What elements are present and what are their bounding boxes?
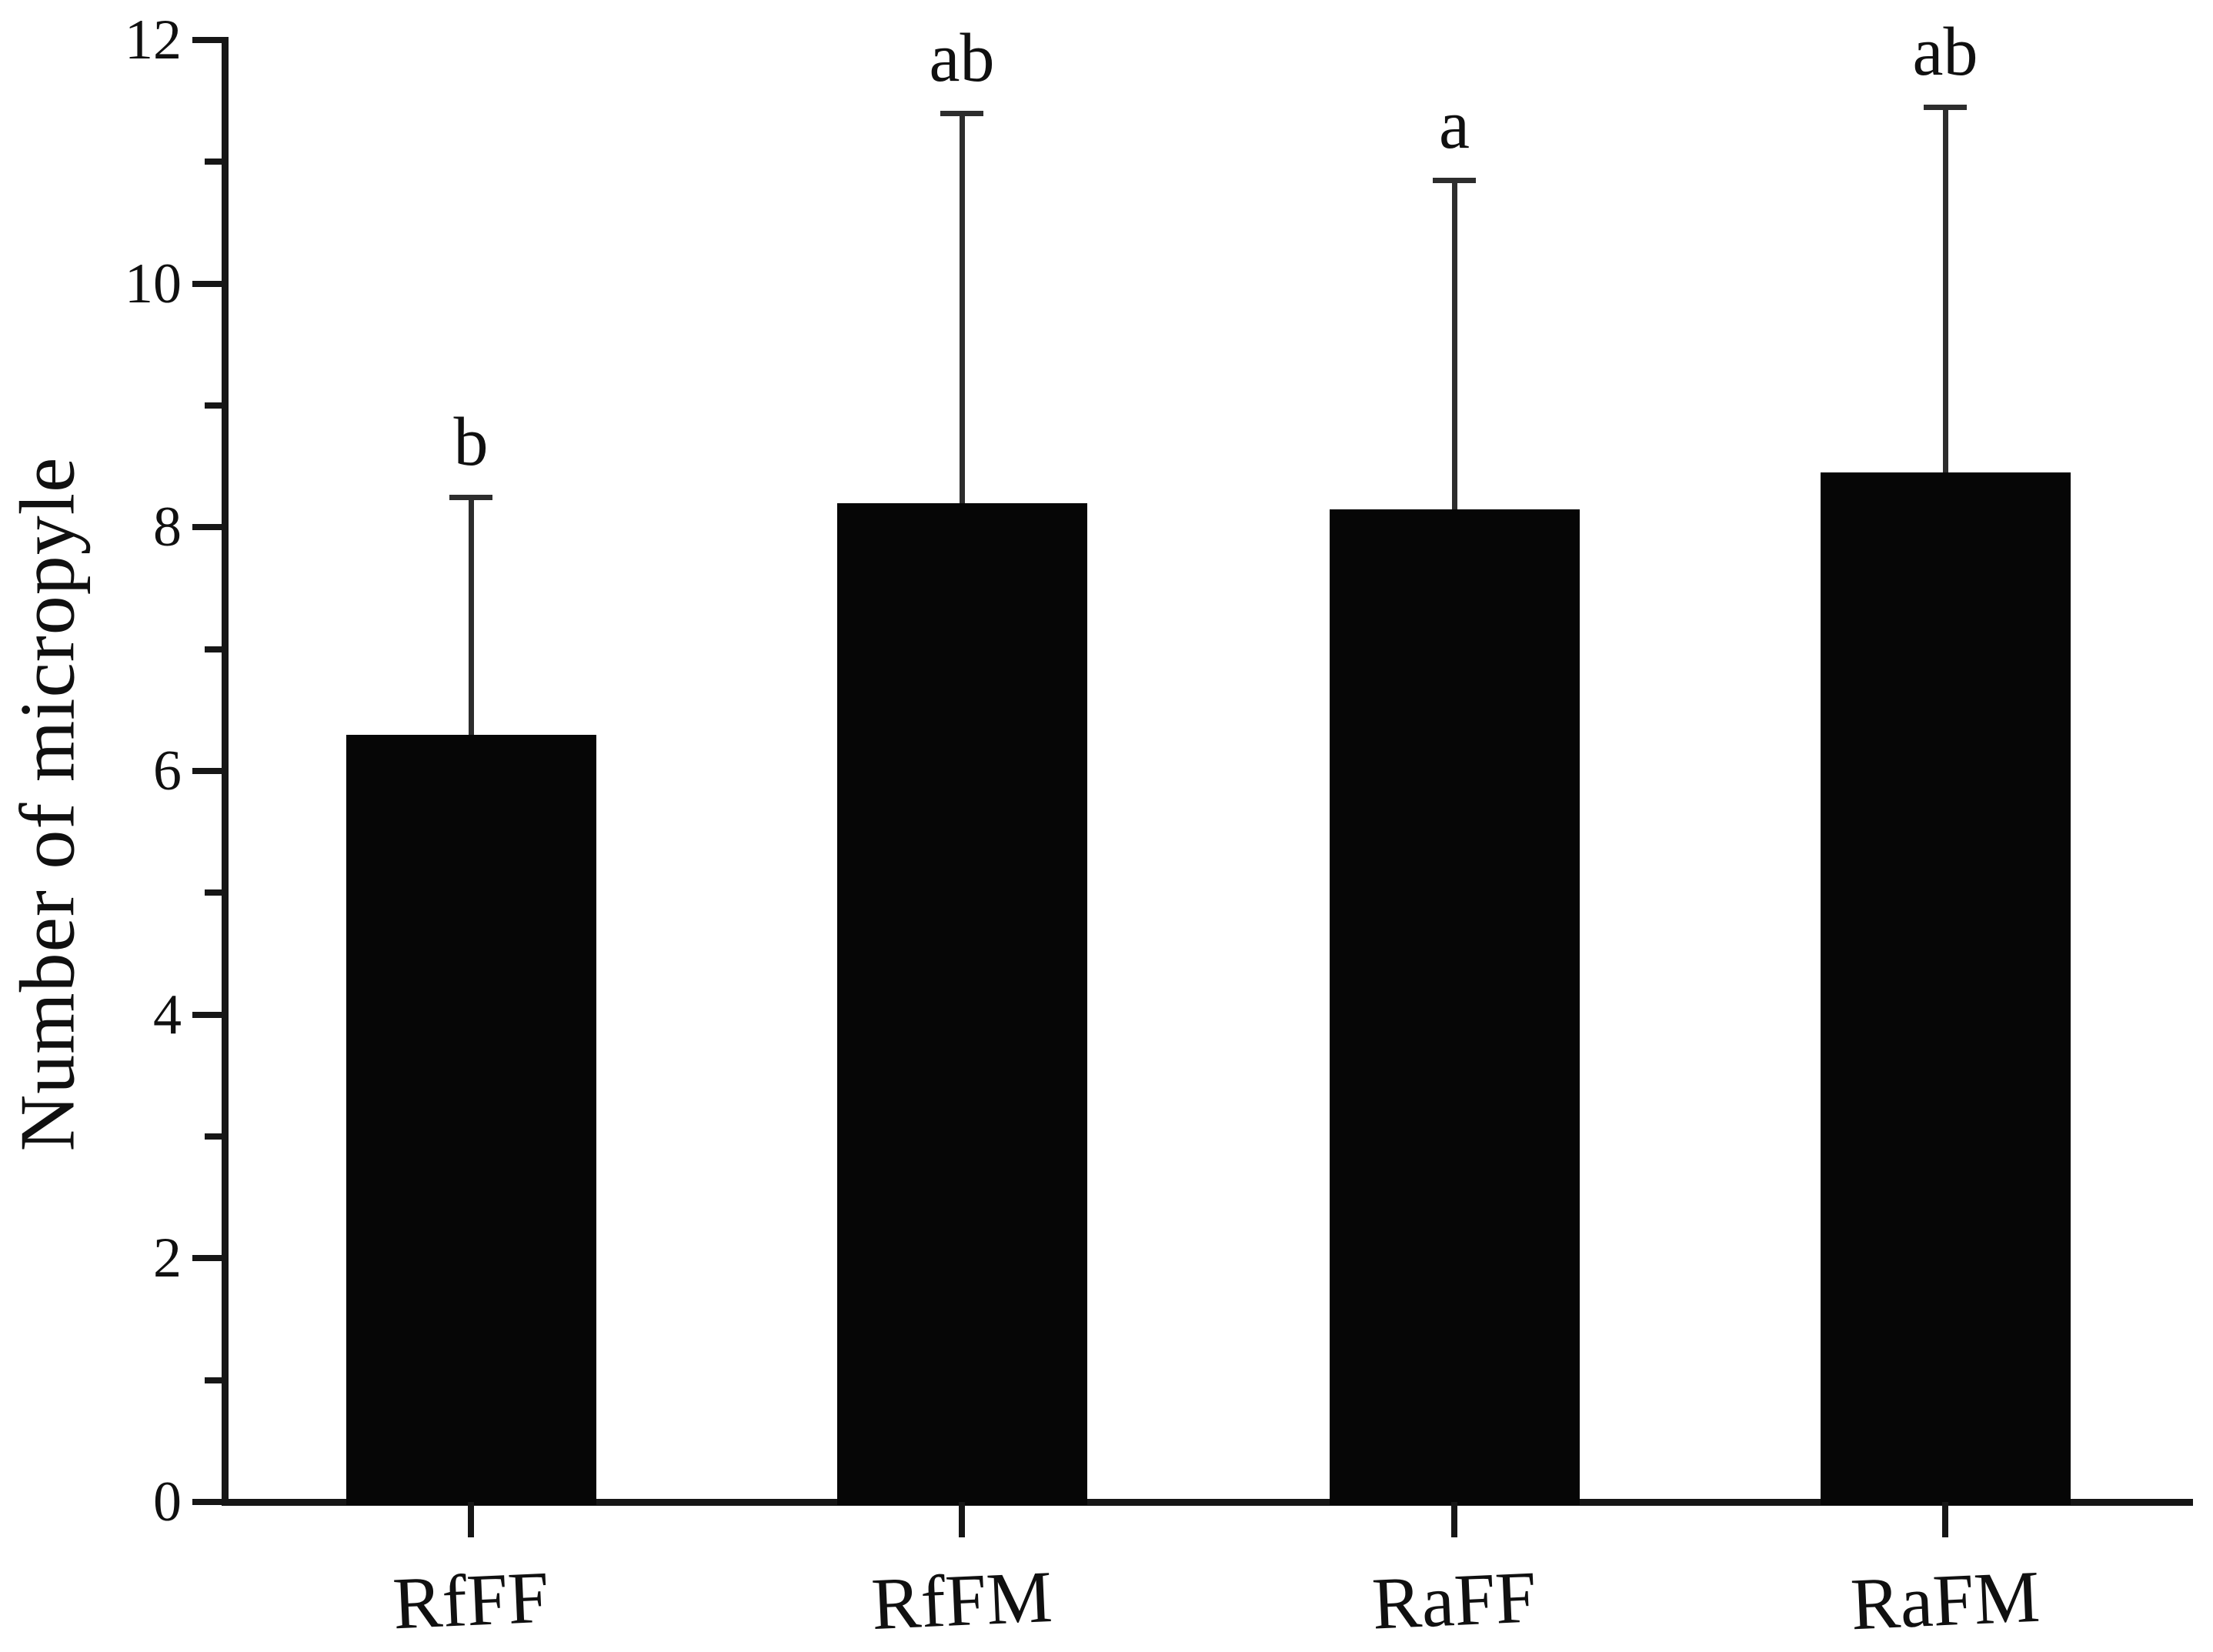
y-minor-tick bbox=[205, 646, 225, 652]
bar-RaFF bbox=[1329, 509, 1580, 1505]
y-tick-label: 6 bbox=[153, 739, 182, 803]
error-bar-RfFM bbox=[960, 113, 965, 503]
bar-RfFF bbox=[345, 734, 596, 1505]
y-major-tick bbox=[192, 37, 225, 44]
bar-RaFM bbox=[1820, 472, 2071, 1505]
x-tick-label-RfFM: RfFM bbox=[870, 1554, 1054, 1646]
y-tick-label: 8 bbox=[153, 496, 182, 559]
y-major-tick bbox=[192, 1011, 225, 1018]
x-tick-label-RaFM: RaFM bbox=[1849, 1554, 2041, 1646]
y-tick-label: 2 bbox=[153, 1226, 182, 1290]
x-tick-label-RaFF: RaFF bbox=[1370, 1555, 1538, 1645]
y-tick-label: 12 bbox=[125, 8, 182, 72]
x-axis-line bbox=[222, 1499, 2193, 1506]
error-cap-RaFM bbox=[1924, 105, 1967, 111]
y-major-tick bbox=[192, 524, 225, 531]
error-bar-RaFF bbox=[1452, 180, 1457, 509]
error-cap-RfFM bbox=[940, 111, 983, 117]
y-major-tick bbox=[192, 1499, 225, 1505]
x-tick-RaFM bbox=[1942, 1502, 1948, 1537]
bar-RfFM bbox=[836, 502, 1087, 1505]
y-axis-line bbox=[222, 37, 229, 1506]
significance-letter-RaFM: ab bbox=[1912, 14, 1978, 91]
y-major-tick bbox=[192, 280, 225, 287]
x-tick-RaFF bbox=[1451, 1502, 1457, 1537]
x-tick-RfFF bbox=[468, 1502, 474, 1537]
y-minor-tick bbox=[205, 159, 225, 165]
error-bar-RaFM bbox=[1943, 107, 1948, 473]
x-tick-RfFM bbox=[959, 1502, 965, 1537]
y-major-tick bbox=[192, 1255, 225, 1262]
significance-letter-RfFF: b bbox=[453, 403, 489, 480]
y-minor-tick bbox=[205, 889, 225, 896]
error-cap-RfFF bbox=[449, 494, 492, 500]
y-tick-label: 0 bbox=[153, 1470, 182, 1534]
y-major-tick bbox=[192, 768, 225, 775]
error-bar-RfFF bbox=[469, 496, 474, 735]
x-tick-label-RfFF: RfFF bbox=[391, 1555, 551, 1645]
y-minor-tick bbox=[205, 1133, 225, 1140]
y-minor-tick bbox=[205, 1377, 225, 1383]
error-cap-RaFF bbox=[1433, 178, 1476, 184]
significance-letter-RaFF: a bbox=[1439, 87, 1470, 164]
y-tick-label: 10 bbox=[125, 252, 182, 315]
y-tick-label: 4 bbox=[153, 983, 182, 1046]
y-minor-tick bbox=[205, 402, 225, 409]
significance-letter-RfFM: ab bbox=[929, 20, 995, 97]
